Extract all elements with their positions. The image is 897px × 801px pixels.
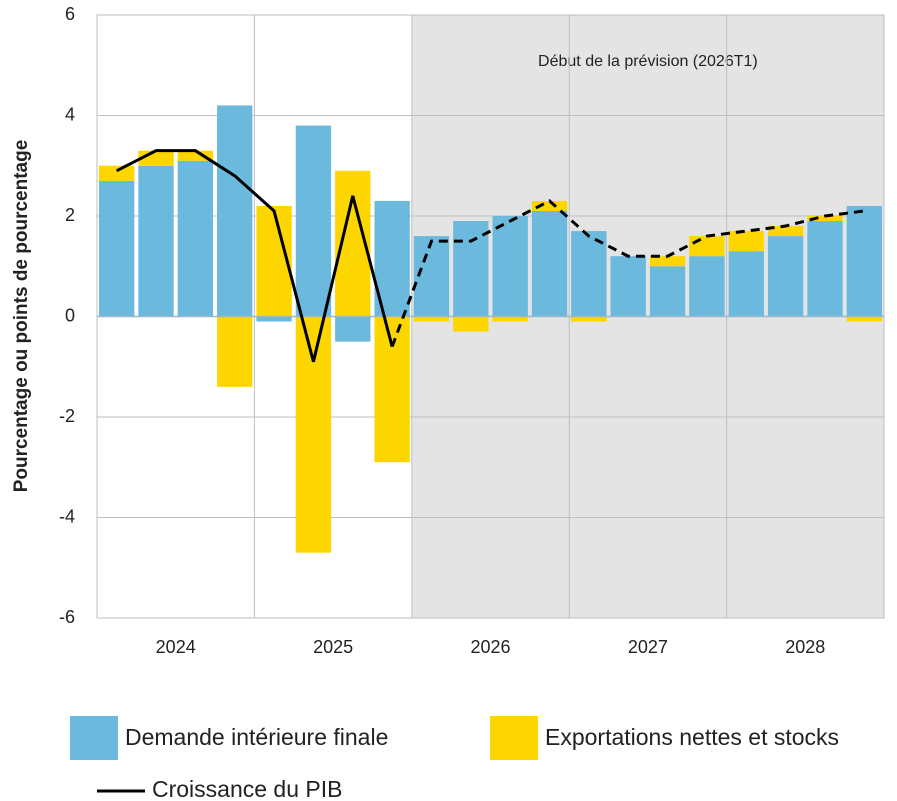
x-tick-label: 2024 [156,637,196,657]
y-tick-label: 4 [65,104,75,124]
bar [689,256,725,317]
legend-label: Demande intérieure finale [125,724,388,750]
bar [413,316,450,322]
legend-swatch [70,716,118,760]
bar [728,231,764,252]
bar [217,105,253,317]
bar [649,256,686,267]
bar [846,205,882,317]
y-tick-label: 6 [65,4,75,24]
bar [335,316,371,342]
gdp-line [390,199,865,348]
bar [177,160,214,317]
bar [767,236,804,317]
y-axis-label: Pourcentage ou points de pourcentage [11,140,32,493]
bar [256,316,292,322]
legend-swatch [490,716,538,760]
bar [531,200,568,211]
y-tick-label: 2 [65,205,75,225]
bar [295,316,332,553]
bar [295,125,332,317]
x-tick-label: 2027 [628,637,668,657]
bar [728,251,764,317]
y-tick-label: -4 [59,506,75,526]
bar [807,221,843,317]
x-tick-label: 2028 [785,637,825,657]
annotation: Début de la prévision (2026T1) [538,53,758,70]
legend-label: Exportations nettes et stocks [545,724,839,750]
bar [453,221,489,317]
bar [99,165,135,181]
gdp-line [115,149,394,363]
bar [177,150,214,161]
legend-label: Croissance du PIB [152,776,342,801]
bar [807,216,843,222]
bar [531,210,568,317]
bar [610,256,646,317]
x-tick-label: 2025 [313,637,353,657]
bar [571,316,607,322]
bar [492,216,528,317]
x-tick-label: 2026 [470,637,510,657]
bar [99,180,135,317]
bar [689,236,725,257]
bar [217,316,253,387]
bar [453,316,489,332]
bar [767,226,804,237]
bar [846,316,882,322]
y-tick-label: -6 [59,607,75,627]
bar [571,231,607,317]
bar [374,316,410,463]
bar [649,266,686,317]
bar [492,316,528,322]
bar [138,165,174,317]
y-tick-label: -2 [59,406,75,426]
y-tick-label: 0 [65,305,75,325]
